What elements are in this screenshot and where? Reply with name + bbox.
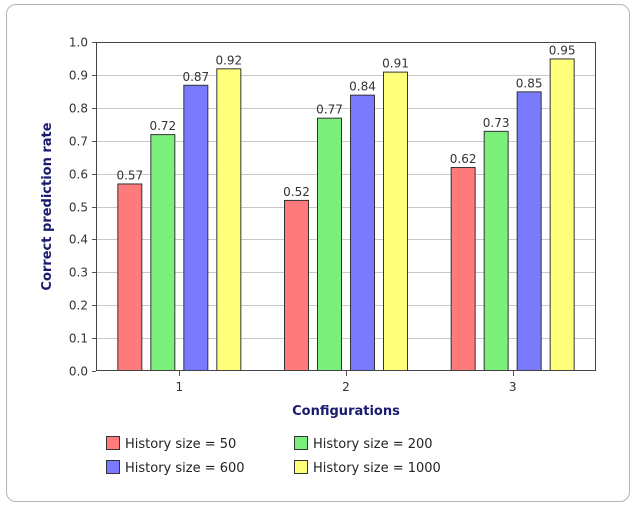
legend-item: History size = 1000 bbox=[294, 460, 441, 476]
bar bbox=[284, 199, 309, 371]
legend: History size = 50 History size = 200 Histo… bbox=[106, 436, 441, 476]
legend-swatch bbox=[294, 436, 308, 450]
legend-item: History size = 600 bbox=[106, 460, 245, 476]
y-tick-label: 0.3 bbox=[69, 266, 88, 280]
data-label: 0.77 bbox=[316, 103, 343, 117]
bar bbox=[483, 130, 509, 371]
data-label: 0.92 bbox=[215, 53, 242, 67]
y-tick-label: 0.7 bbox=[69, 135, 88, 149]
legend-swatch bbox=[294, 460, 308, 474]
y-axis-title: Correct prediction rate bbox=[40, 122, 55, 290]
data-labels: 0.57 0.72 0.87 0.92 0.52 0.77 0.84 0.91 0.62 0.73… bbox=[116, 43, 575, 198]
y-tick-label: 0.8 bbox=[69, 102, 88, 116]
axes: 0.0 0.1 0.2 0.3 0.4 0.5 0.6 0.7 0.8 0.9 1.0 1 2 3 bbox=[69, 36, 596, 394]
bar bbox=[117, 183, 143, 371]
plot-area bbox=[96, 42, 596, 371]
data-label: 0.95 bbox=[549, 43, 576, 57]
bar bbox=[183, 84, 209, 372]
bar bbox=[350, 94, 375, 371]
legend-swatch bbox=[106, 436, 120, 450]
bars bbox=[117, 58, 575, 372]
bar bbox=[516, 91, 542, 371]
data-label: 0.91 bbox=[382, 57, 409, 71]
data-label: 0.84 bbox=[349, 80, 376, 94]
bar bbox=[450, 167, 476, 371]
bar bbox=[216, 68, 242, 371]
y-tick-label: 1.0 bbox=[69, 36, 88, 50]
bar bbox=[383, 71, 408, 372]
x-tick-label: 3 bbox=[509, 380, 517, 394]
legend-item: History size = 50 bbox=[106, 436, 236, 452]
bar bbox=[549, 58, 575, 371]
legend-label: History size = 50 bbox=[125, 437, 236, 452]
y-tick-label: 0.6 bbox=[69, 168, 88, 182]
legend-item: History size = 200 bbox=[294, 436, 433, 452]
y-tick-label: 0.2 bbox=[69, 299, 88, 313]
y-tick-label: 0.0 bbox=[69, 365, 88, 379]
data-label: 0.57 bbox=[116, 168, 143, 182]
legend-label: History size = 600 bbox=[125, 461, 245, 476]
data-label: 0.62 bbox=[450, 152, 477, 166]
legend-label: History size = 1000 bbox=[313, 461, 441, 476]
plot-border bbox=[96, 42, 596, 371]
data-label: 0.72 bbox=[149, 119, 176, 133]
x-axis-title: Configurations bbox=[292, 404, 400, 419]
data-label: 0.87 bbox=[182, 70, 209, 84]
x-tick-label: 1 bbox=[176, 380, 184, 394]
grid-lines bbox=[96, 42, 596, 371]
y-tick-label: 0.5 bbox=[69, 201, 88, 215]
data-label: 0.52 bbox=[283, 185, 310, 199]
bar bbox=[150, 134, 176, 371]
y-tick-label: 0.4 bbox=[69, 233, 88, 247]
bar bbox=[317, 117, 342, 371]
y-tick-label: 0.1 bbox=[69, 332, 88, 346]
legend-label: History size = 200 bbox=[313, 437, 433, 452]
y-tick-label: 0.9 bbox=[69, 69, 88, 83]
x-tick-label: 2 bbox=[342, 380, 350, 394]
data-label: 0.73 bbox=[483, 116, 510, 130]
legend-swatch bbox=[106, 460, 120, 474]
data-label: 0.85 bbox=[516, 76, 543, 90]
